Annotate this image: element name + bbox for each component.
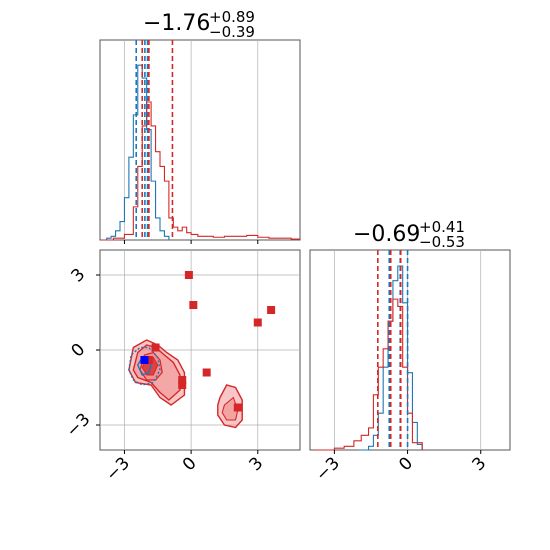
hist-p2-title-upper: +0.41 <box>419 218 465 236</box>
hist-p2-xtick-label: 0 <box>395 453 417 475</box>
red-sample-marker <box>267 306 276 314</box>
blue-sample-marker <box>140 356 149 364</box>
hist-p1-frame <box>99 39 301 241</box>
scatter-panel: −3 0 3 −3 0 3 <box>63 249 301 485</box>
hist-p1-panel: −1.76 +0.89 −0.39 <box>99 8 301 244</box>
hist-p2-frame <box>309 249 511 451</box>
red-sample-marker <box>202 368 211 377</box>
hist-p2-xtick-label: 3 <box>468 453 490 475</box>
scatter-xtick-label: 0 <box>179 453 201 475</box>
red-sample-marker <box>178 381 187 389</box>
hist-p2-title-lower: −0.53 <box>419 233 465 251</box>
scatter-ytick-label: 0 <box>68 340 90 362</box>
hist-p2-title-value: −0.69 <box>353 222 420 247</box>
red-sample-marker <box>151 343 160 352</box>
red-sample-marker <box>178 376 187 384</box>
hist-p1-series-red <box>102 101 301 241</box>
scatter-xtick-label: −3 <box>102 453 134 485</box>
red-contour-island-inner <box>221 396 239 421</box>
scatter-ytick-label: 3 <box>68 265 90 287</box>
red-sample-marker <box>189 301 198 309</box>
red-sample-marker <box>144 356 153 364</box>
hist-p2-series-red <box>314 298 423 451</box>
scatter-xtick-label: 3 <box>246 453 268 475</box>
scatter-ytick-label: −3 <box>63 410 95 442</box>
hist-p2-panel: −3 0 3 −0.69 +0.41 −0.53 <box>309 218 511 485</box>
red-sample-marker <box>233 403 242 412</box>
blue-contour-outer <box>128 346 161 386</box>
hist-p1-title-upper: +0.89 <box>209 8 255 26</box>
red-sample-marker <box>253 318 262 327</box>
hist-p1-title-lower: −0.39 <box>209 23 255 41</box>
red-sample-marker <box>184 271 193 279</box>
hist-p2-xtick-label: −3 <box>312 453 344 485</box>
hist-p1-title-value: −1.76 <box>143 11 210 36</box>
hist-p1-series-blue <box>102 64 170 241</box>
